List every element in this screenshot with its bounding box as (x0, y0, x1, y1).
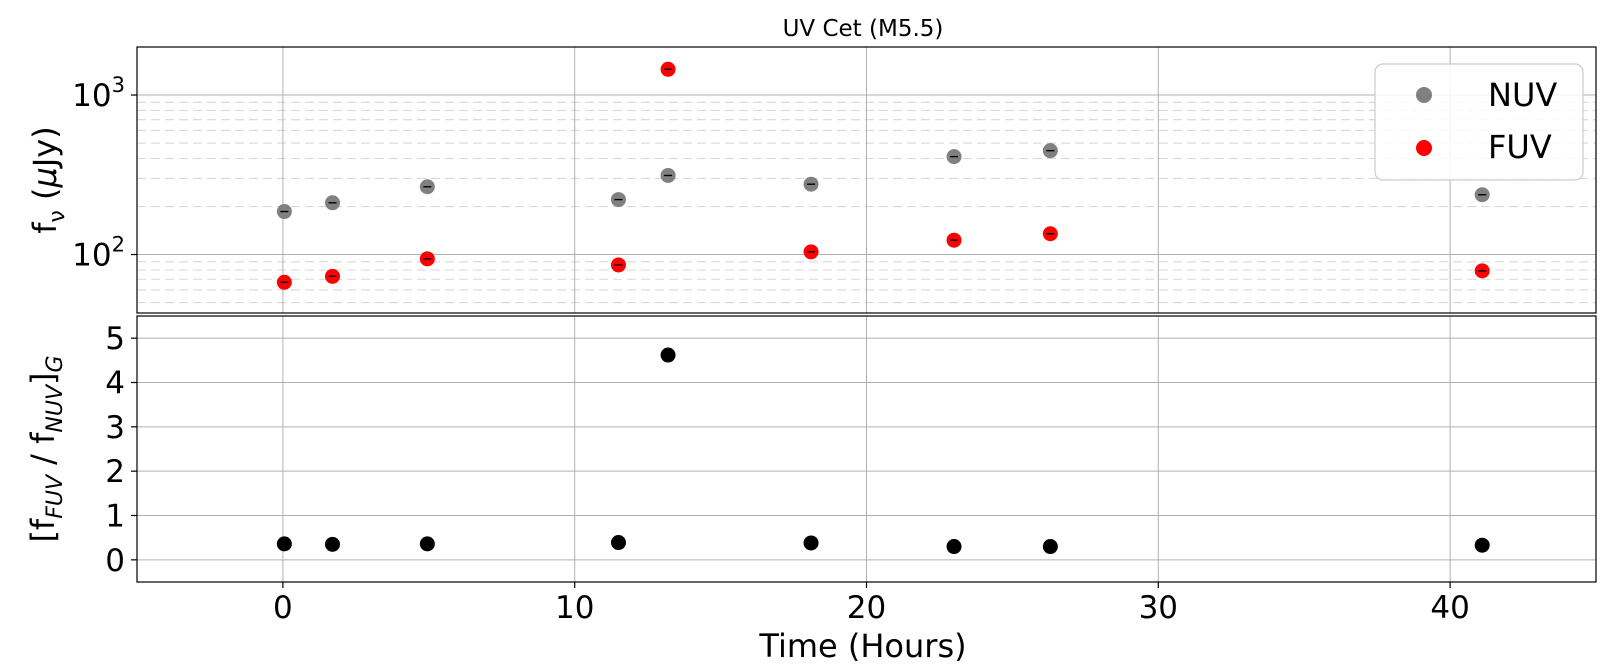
y-tick-label: 102 (72, 233, 125, 274)
bottom-grid (137, 316, 1596, 582)
x-tick-label: 10 (555, 590, 594, 626)
legend-label-nuv: NUV (1488, 76, 1557, 114)
point-ratio (660, 347, 676, 363)
legend-label-fuv: FUV (1488, 128, 1552, 166)
point-ratio (419, 536, 435, 552)
x-axis-label: Time (Hours) (758, 627, 966, 665)
bottom-y-ticks: 0 1 2 3 4 5 (105, 321, 137, 579)
point-ratio (325, 536, 341, 552)
top-panel: 102 103 fν (μJy) NUV FUV (26, 46, 1597, 314)
y-tick-label: 3 (105, 410, 125, 446)
x-tick-label: 0 (273, 590, 293, 626)
y-tick-label: 5 (105, 321, 125, 357)
y-tick-label: 1 (105, 499, 125, 535)
x-tick-label: 20 (847, 590, 886, 626)
point-ratio (946, 539, 962, 555)
top-y-ticks: 102 103 (72, 73, 137, 274)
y-tick-label: 0 (105, 543, 125, 579)
top-y-axis-label: fν (μJy) (26, 126, 70, 233)
y-tick-label: 2 (105, 454, 125, 490)
top-plot-frame (136, 46, 1597, 314)
x-ticks: 0 10 20 30 40 (273, 582, 1470, 626)
bottom-points (276, 347, 1490, 555)
point-ratio (610, 535, 626, 551)
bottom-panel: 0 1 2 3 4 5 0 10 20 30 40 [fFUV / fNUV]G Time (Ho… (24, 315, 1597, 665)
top-grid (137, 47, 1596, 313)
point-ratio (1042, 539, 1058, 555)
x-tick-label: 40 (1430, 590, 1469, 626)
point-ratio (803, 535, 819, 551)
point-ratio (1474, 537, 1490, 553)
y-tick-label: 4 (105, 366, 125, 402)
legend-marker-fuv (1416, 140, 1432, 156)
x-tick-label: 30 (1139, 590, 1178, 626)
bottom-y-axis-label: [fFUV / fNUV]G (24, 355, 68, 542)
legend: NUV FUV (1374, 63, 1584, 181)
y-tick-label: 103 (72, 73, 125, 114)
point-ratio (276, 536, 292, 552)
top-points (276, 61, 1490, 290)
legend-marker-nuv (1416, 87, 1432, 103)
chart-title: UV Cet (M5.5) (783, 16, 944, 42)
